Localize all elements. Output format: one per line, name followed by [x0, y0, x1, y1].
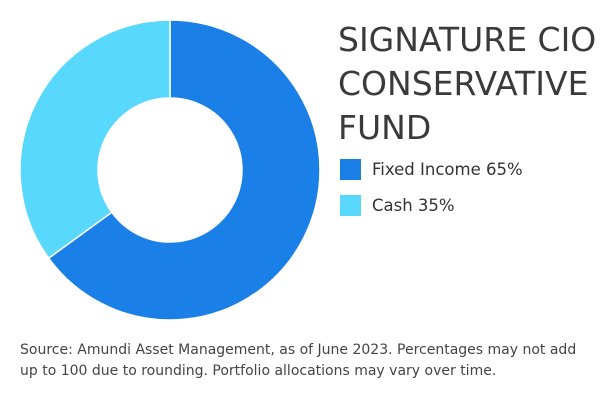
donut-slice-cash: [19, 19, 171, 260]
chart-title-line-1: SIGNATURE CIO: [338, 20, 597, 59]
legend: Fixed Income 65% Cash 35%: [340, 157, 523, 229]
legend-label-cash: Cash 35%: [372, 195, 455, 215]
chart-title-line-3: FUND: [338, 108, 432, 147]
legend-swatch-cash: [340, 194, 361, 216]
chart-title-line-2: CONSERVATIVE: [338, 64, 589, 103]
legend-item-cash: Cash 35%: [340, 193, 523, 217]
source-note: Source: Amundi Asset Management, as of J…: [20, 342, 577, 379]
legend-item-fixed-income: Fixed Income 65%: [340, 157, 523, 181]
donut-slice-fixed: [47, 19, 321, 321]
legend-label-fixed-income: Fixed Income 65%: [372, 159, 523, 179]
chart-title: SIGNATURE CIO CONSERVATIVE FUND: [338, 18, 597, 150]
legend-swatch-fixed-income: [340, 158, 361, 180]
donut-chart: [19, 19, 321, 321]
